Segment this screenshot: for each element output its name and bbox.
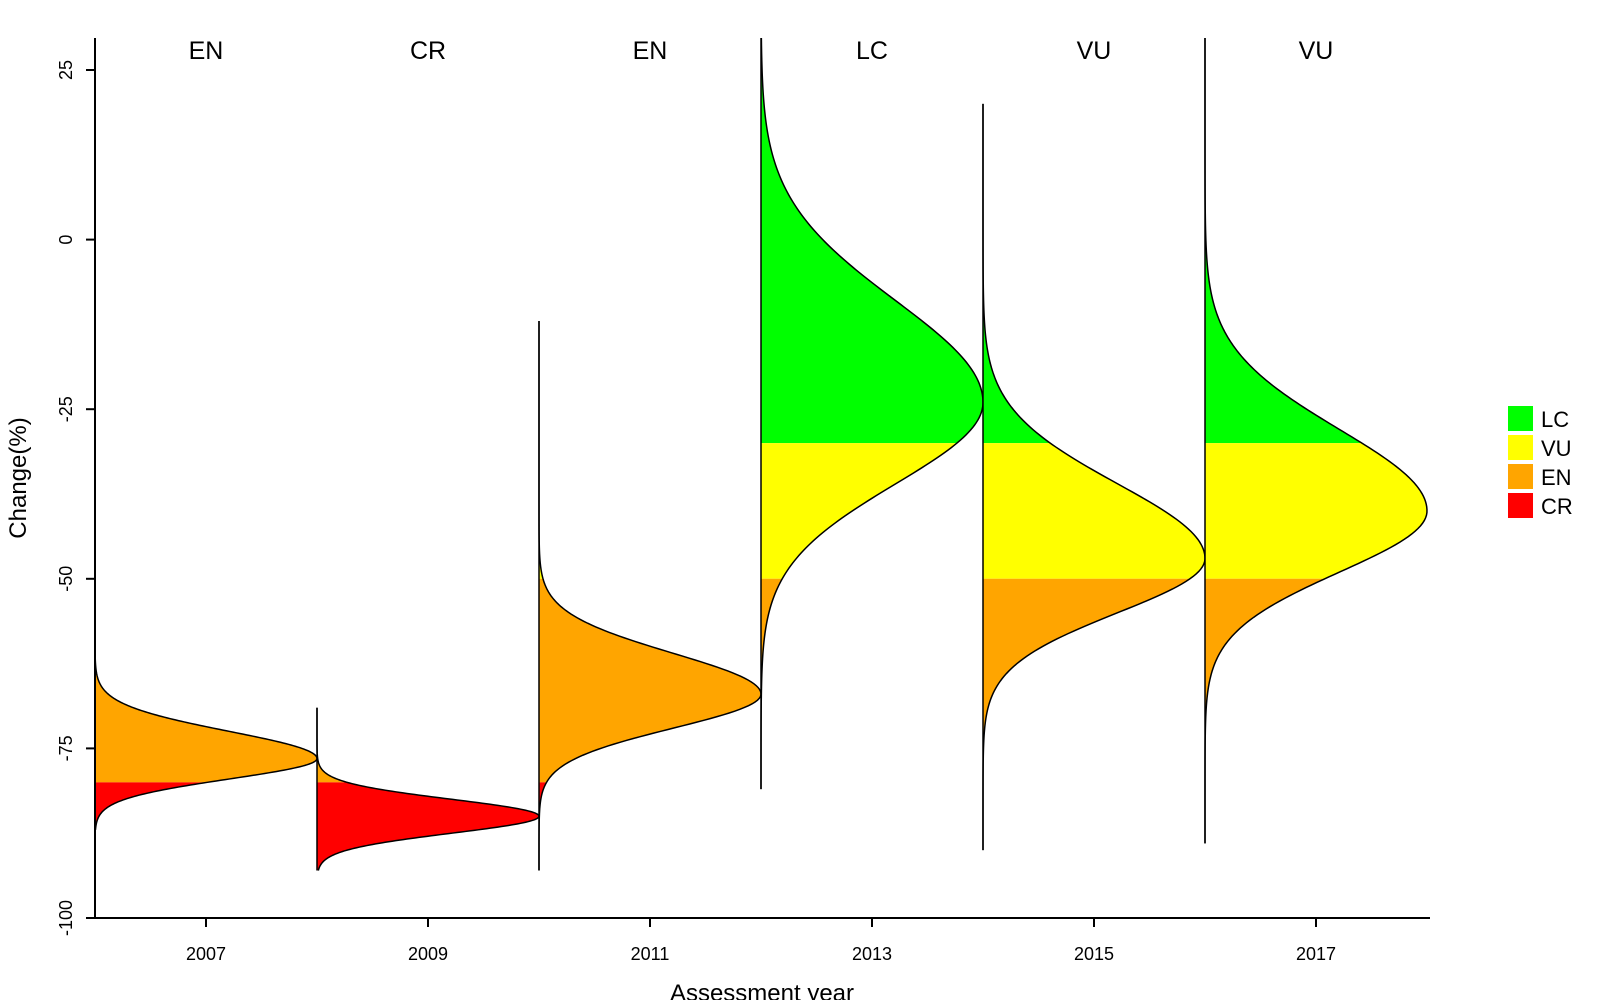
violin-2013 <box>760 37 984 790</box>
y-axis-title: Change(%) <box>5 417 32 538</box>
status-label-2007: EN <box>189 37 224 65</box>
band-cr-2007 <box>95 782 208 830</box>
legend-swatch-cr <box>1508 493 1533 518</box>
x-tick-label-2011: 2011 <box>631 944 670 964</box>
legend-label-lc: LC <box>1541 407 1569 432</box>
status-labels: EN CR EN LC VU VU <box>189 37 1334 65</box>
y-tick-label: -100 <box>56 900 76 936</box>
band-lc-2017 <box>1205 38 1362 444</box>
violin-2009 <box>316 707 540 871</box>
band-vu-2017 <box>1205 443 1427 579</box>
band-cr-2009 <box>317 782 539 871</box>
legend-label-cr: CR <box>1541 494 1573 519</box>
legend-swatch-vu <box>1508 435 1533 460</box>
status-label-2013: LC <box>856 37 888 65</box>
legend-label-vu: VU <box>1541 436 1572 461</box>
x-tick-label-2013: 2013 <box>852 944 892 964</box>
x-tick-label-2009: 2009 <box>408 944 448 964</box>
band-cr-2011 <box>539 782 547 871</box>
status-label-2009: CR <box>410 37 446 65</box>
legend-label-en: EN <box>1541 465 1572 490</box>
y-tick-label: -25 <box>56 396 76 422</box>
density-outline-2011 <box>538 321 762 871</box>
violin-2011 <box>538 321 762 871</box>
violin-2017 <box>1204 38 1428 844</box>
status-label-2015: VU <box>1077 37 1112 65</box>
legend: LC VU EN CR <box>1508 406 1573 519</box>
legend-swatch-en <box>1508 464 1533 489</box>
band-en-2007 <box>95 626 317 783</box>
y-tick-label: -50 <box>56 566 76 592</box>
plot-area <box>94 37 1428 871</box>
x-tick-label-2015: 2015 <box>1074 944 1114 964</box>
band-en-2013 <box>761 578 783 783</box>
status-label-2011: EN <box>633 37 668 65</box>
band-lc-2015 <box>983 103 1051 444</box>
band-en-2015 <box>983 578 1190 783</box>
band-lc-2013 <box>761 38 983 444</box>
violin-2007 <box>94 626 318 830</box>
y-tick-label: 25 <box>56 60 76 80</box>
band-en-2011 <box>539 578 761 783</box>
band-en-2017 <box>1205 578 1325 783</box>
density-outline-2013 <box>760 37 984 790</box>
band-vu-2013 <box>761 443 957 579</box>
status-label-2017: VU <box>1299 37 1334 65</box>
band-vu-2015 <box>983 443 1205 579</box>
y-tick-label: -75 <box>56 735 76 761</box>
band-en-2009 <box>317 707 348 783</box>
x-axis-ticks: 2007 2009 2011 2013 2015 2017 <box>186 918 1336 964</box>
legend-swatch-lc <box>1508 406 1533 431</box>
y-axis-ticks: 25 0 -25 -50 -75 -100 <box>56 60 95 936</box>
violin-2015 <box>982 103 1206 851</box>
x-tick-label-2017: 2017 <box>1296 944 1336 964</box>
x-axis-title: Assessment year <box>670 980 854 1000</box>
x-tick-label-2007: 2007 <box>186 944 226 964</box>
y-tick-label: 0 <box>56 235 76 245</box>
